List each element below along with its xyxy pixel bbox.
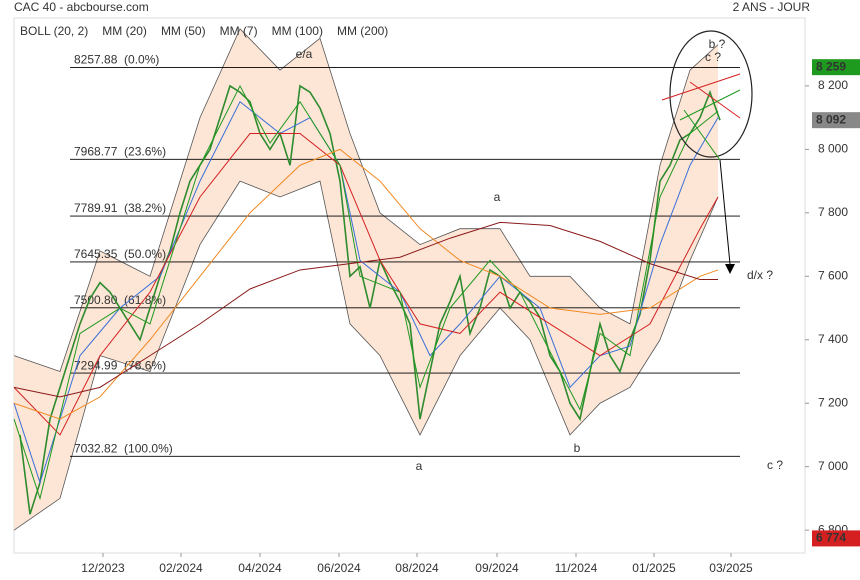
x-tick-label: 11/2024: [555, 561, 598, 575]
fib-label: 7968.77 (23.6%): [74, 144, 166, 158]
y-tick-label: 8 200: [818, 78, 848, 92]
price-tag: [812, 59, 860, 76]
wave-annotation: b ?: [709, 37, 726, 51]
wave-annotation: b: [574, 441, 581, 455]
y-tick-label: 7 200: [818, 395, 848, 409]
wave-annotation: a: [416, 459, 423, 473]
y-tick-label: 7 000: [818, 459, 848, 473]
forecast-arrow: [719, 159, 731, 265]
arrow-head: [725, 264, 735, 274]
wave-annotation: c ?: [705, 50, 721, 64]
series-line: [13, 148, 719, 420]
legend-entry: MM (20): [102, 24, 147, 38]
y-tick-label: 7 600: [818, 268, 848, 282]
x-tick-label: 04/2024: [238, 561, 282, 575]
price-tag: [812, 530, 860, 547]
price-tag: [812, 112, 860, 129]
highlight-ellipse: [669, 30, 753, 158]
x-tick-label: 02/2024: [159, 561, 203, 575]
legend-entry: MM (200): [337, 24, 388, 38]
fib-label: 8257.88 (0.0%): [74, 53, 159, 67]
x-tick-label: 09/2024: [475, 561, 519, 575]
price-tag-label: 8 092: [816, 112, 846, 126]
price-tag-label: 8 259: [816, 59, 846, 73]
channel-line: [679, 89, 741, 121]
wave-annotation: d/x ?: [747, 268, 773, 282]
price-tag-label: 6 774: [816, 531, 846, 545]
y-tick-label: 7 800: [818, 205, 848, 219]
legend-entry: BOLL (20, 2): [20, 24, 88, 38]
bollinger-band: [14, 28, 718, 531]
x-tick-label: 01/2025: [632, 561, 676, 575]
y-tick-label: 8 000: [818, 142, 848, 156]
x-tick-label: 12/2023: [81, 561, 125, 575]
series-line: [13, 100, 719, 485]
plot-frame: [13, 17, 806, 554]
legend-entry: MM (100): [272, 24, 323, 38]
channel-line: [683, 109, 721, 161]
series-line: [13, 221, 718, 398]
header-period: 2 ANS - JOUR: [733, 0, 811, 14]
legend-entry: MM (50): [161, 24, 206, 38]
bollinger-edge: [13, 28, 719, 373]
x-tick-label: 03/2025: [709, 561, 753, 575]
y-tick-label: 7 400: [818, 332, 848, 346]
fib-label: 7500.80 (61.8%): [74, 293, 166, 307]
fib-label: 7294.99 (78.6%): [74, 358, 166, 372]
wave-annotation: a: [494, 190, 501, 204]
x-tick-label: 08/2024: [395, 561, 439, 575]
wave-annotation: c ?: [767, 458, 783, 472]
fib-label: 7032.82 (100.0%): [74, 441, 173, 455]
series-line: [19, 84, 721, 515]
header-title: CAC 40 - abcbourse.com: [14, 0, 149, 14]
wave-annotation: e/a: [296, 47, 313, 61]
legend-entry: MM (7): [220, 24, 258, 38]
series-line: [13, 84, 719, 501]
fib-label: 7789.91 (38.2%): [74, 201, 166, 215]
fib-label: 7645.35 (50.0%): [74, 247, 166, 261]
channel-line: [689, 81, 741, 119]
channel-line: [661, 73, 741, 101]
x-tick-label: 06/2024: [317, 561, 361, 575]
series-line: [13, 133, 719, 436]
